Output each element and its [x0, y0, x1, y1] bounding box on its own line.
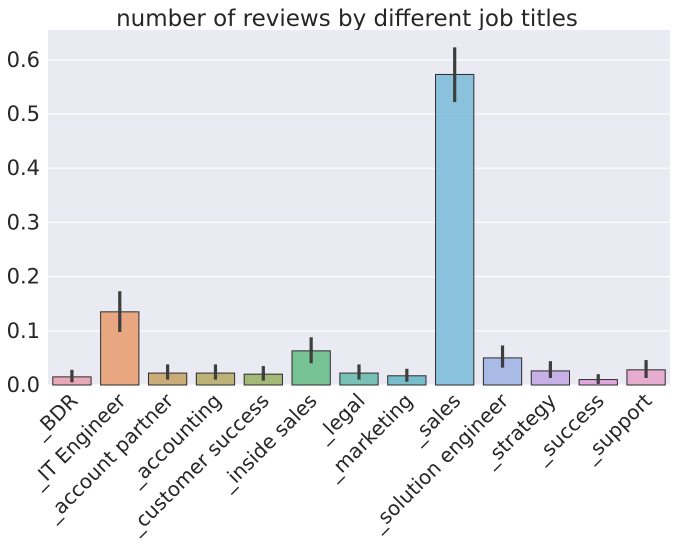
y-tick-label: 0.6: [7, 48, 40, 72]
y-tick-label: 0.5: [7, 102, 40, 126]
chart-title: number of reviews by different job title…: [116, 6, 578, 32]
y-tick-label: 0.0: [7, 373, 40, 397]
x-axis-ticks: _BDR_IT Engineer_account partner_account…: [25, 388, 656, 540]
gridlines: [48, 59, 670, 386]
y-tick-label: 0.3: [7, 210, 40, 234]
y-axis-ticks: 0.0 0.1 0.2 0.3 0.4 0.5 0.6: [7, 48, 40, 397]
y-tick-label: 0.4: [7, 156, 40, 180]
y-tick-label: 0.2: [7, 265, 40, 289]
bar: [435, 73, 475, 386]
y-tick-label: 0.1: [7, 319, 40, 343]
error-bars: [70, 47, 648, 384]
plot-background: [48, 30, 670, 385]
